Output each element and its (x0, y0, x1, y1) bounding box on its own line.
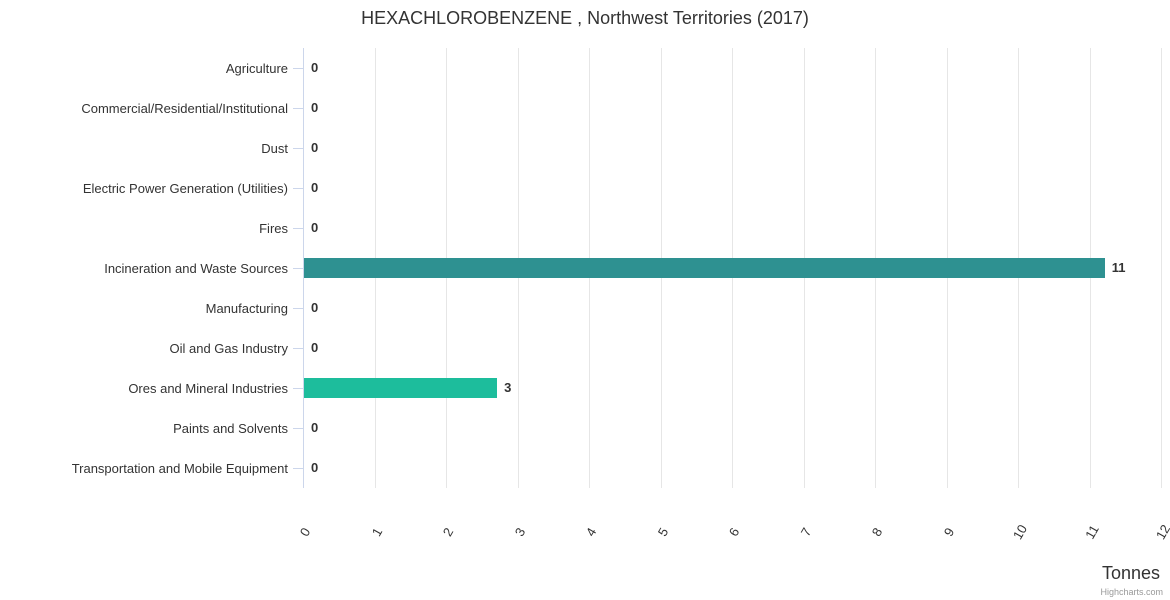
x-axis-tick-label: 5 (654, 525, 671, 539)
highcharts-credits-link[interactable]: Highcharts.com (1100, 587, 1163, 597)
x-axis-tick-label: 8 (868, 525, 886, 539)
bar-data-label: 0 (311, 60, 319, 75)
bar[interactable] (304, 378, 498, 398)
x-axis-tick-label: 1 (368, 525, 385, 539)
bar-data-label: 0 (311, 420, 319, 435)
category-tick-mark (293, 148, 303, 149)
x-axis-tick-label: 2 (439, 525, 457, 539)
bar-data-label: 0 (311, 340, 319, 355)
category-tick-mark (293, 388, 303, 389)
bar-data-label: 0 (311, 180, 319, 195)
category-label: Electric Power Generation (Utilities) (82, 180, 288, 196)
category-label: Fires (259, 220, 288, 236)
category-label: Ores and Mineral Industries (128, 380, 288, 396)
category-tick-mark (293, 308, 303, 309)
category-label: Transportation and Mobile Equipment (71, 460, 288, 476)
category-tick-mark (293, 228, 303, 229)
x-axis-tick-label: 3 (511, 525, 528, 539)
category-label: Commercial/Residential/Institutional (81, 100, 288, 116)
bar-data-label: 3 (504, 380, 512, 395)
x-axis-tick-label: 6 (725, 525, 743, 539)
bar-data-label: 0 (311, 300, 319, 315)
bar-data-label: 0 (311, 220, 319, 235)
category-label: Manufacturing (205, 300, 288, 316)
category-label: Oil and Gas Industry (169, 340, 289, 356)
category-label: Dust (261, 140, 288, 156)
category-tick-mark (293, 468, 303, 469)
gridline (1161, 48, 1162, 488)
category-tick-mark (293, 268, 303, 269)
category-tick-mark (293, 108, 303, 109)
chart-title: HEXACHLOROBENZENE , Northwest Territorie… (361, 8, 809, 28)
x-axis-tick-label: 7 (797, 525, 814, 539)
category-label: Incineration and Waste Sources (104, 260, 288, 276)
bar-data-label: 11 (1111, 260, 1126, 275)
x-axis-title: Tonnes (1101, 563, 1160, 583)
x-axis-tick-label: 11 (1081, 522, 1102, 542)
x-axis-tick-label: 10 (1009, 521, 1031, 543)
category-tick-mark (293, 188, 303, 189)
x-axis-tick-label: 12 (1152, 521, 1170, 543)
category-tick-mark (293, 68, 303, 69)
bar-data-label: 0 (311, 140, 319, 155)
x-axis-tick-label: 4 (582, 525, 600, 539)
category-tick-mark (293, 348, 303, 349)
category-label: Agriculture (225, 60, 288, 76)
x-axis-tick-label: 0 (296, 525, 314, 539)
category-tick-mark (293, 428, 303, 429)
bar[interactable] (304, 258, 1105, 278)
category-label: Paints and Solvents (173, 420, 288, 436)
category-axis-line (303, 48, 304, 488)
bar-data-label: 0 (311, 460, 319, 475)
bar-data-label: 0 (311, 100, 319, 115)
x-axis-tick-label: 9 (940, 525, 957, 539)
